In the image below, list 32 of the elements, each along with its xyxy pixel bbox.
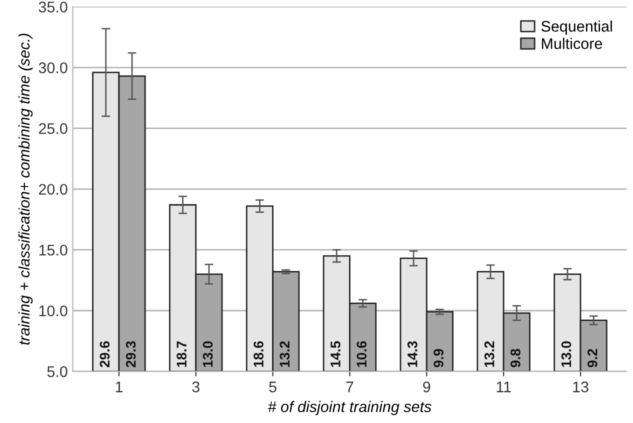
x-tick-label: 13 bbox=[573, 382, 588, 392]
data-label: 14.5 bbox=[330, 341, 340, 367]
x-tick-label: 11 bbox=[496, 382, 511, 392]
x-tick-label: 7 bbox=[346, 382, 354, 392]
y-axis-title: training + classification+ combining time (sec.) bbox=[18, 34, 33, 345]
x-tick-label: 1 bbox=[116, 382, 122, 392]
x-axis-title: # of disjoint training sets bbox=[268, 400, 432, 416]
data-label: 13.0 bbox=[202, 341, 213, 367]
y-tick-label: 25.0 bbox=[38, 123, 68, 134]
x-tick-label: 3 bbox=[192, 382, 200, 392]
data-label: 13.2 bbox=[484, 341, 494, 367]
data-label: 10.6 bbox=[356, 341, 367, 367]
data-label: 14.3 bbox=[407, 341, 418, 367]
x-tick-label: 9 bbox=[423, 382, 430, 392]
data-label: 9.2 bbox=[587, 348, 598, 368]
y-tick-label: 10.0 bbox=[39, 305, 68, 316]
y-tick-label: 30.0 bbox=[38, 62, 68, 74]
data-label: 13.2 bbox=[280, 341, 290, 367]
data-label: 18.6 bbox=[254, 341, 264, 367]
data-label: 9.8 bbox=[510, 348, 520, 368]
legend-label: Sequential bbox=[541, 20, 612, 35]
y-tick-label: 5.0 bbox=[47, 366, 68, 378]
data-label: 13.0 bbox=[561, 341, 572, 367]
data-label: 18.7 bbox=[176, 341, 187, 367]
x-tick-label: 5 bbox=[269, 382, 276, 392]
data-label: 29.3 bbox=[126, 341, 136, 368]
y-tick-label: 15.0 bbox=[39, 244, 68, 256]
data-label: 9.9 bbox=[434, 348, 444, 368]
data-label: 29.6 bbox=[100, 341, 110, 368]
y-tick-label: 35.0 bbox=[38, 2, 68, 12]
y-tick-label: 20.0 bbox=[38, 184, 68, 195]
legend-label: Multicore bbox=[542, 38, 602, 50]
